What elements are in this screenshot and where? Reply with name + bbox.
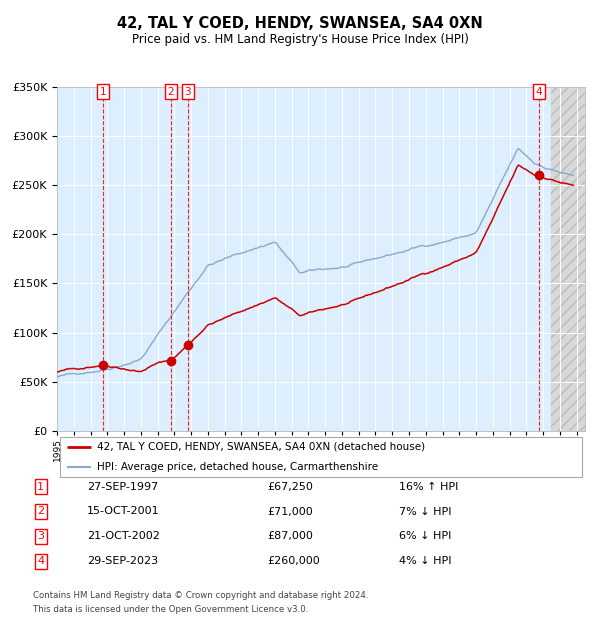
Text: 3: 3: [184, 87, 191, 97]
Text: HPI: Average price, detached house, Carmarthenshire: HPI: Average price, detached house, Carm…: [97, 463, 378, 472]
Text: £87,000: £87,000: [267, 531, 313, 541]
Text: Price paid vs. HM Land Registry's House Price Index (HPI): Price paid vs. HM Land Registry's House …: [131, 33, 469, 46]
Text: This data is licensed under the Open Government Licence v3.0.: This data is licensed under the Open Gov…: [33, 604, 308, 614]
Text: 16% ↑ HPI: 16% ↑ HPI: [399, 482, 458, 492]
Text: 1: 1: [37, 482, 44, 492]
Text: 4: 4: [535, 87, 542, 97]
Text: £71,000: £71,000: [267, 507, 313, 516]
Text: 4: 4: [37, 556, 44, 566]
Text: 4% ↓ HPI: 4% ↓ HPI: [399, 556, 452, 566]
Text: 7% ↓ HPI: 7% ↓ HPI: [399, 507, 452, 516]
Text: 2: 2: [37, 507, 44, 516]
Text: 6% ↓ HPI: 6% ↓ HPI: [399, 531, 451, 541]
Text: £67,250: £67,250: [267, 482, 313, 492]
Text: 2: 2: [167, 87, 174, 97]
Text: Contains HM Land Registry data © Crown copyright and database right 2024.: Contains HM Land Registry data © Crown c…: [33, 591, 368, 600]
FancyBboxPatch shape: [59, 437, 583, 477]
Text: 42, TAL Y COED, HENDY, SWANSEA, SA4 0XN: 42, TAL Y COED, HENDY, SWANSEA, SA4 0XN: [117, 16, 483, 31]
Bar: [551, 87, 585, 431]
Bar: [551, 87, 585, 431]
Text: 42, TAL Y COED, HENDY, SWANSEA, SA4 0XN (detached house): 42, TAL Y COED, HENDY, SWANSEA, SA4 0XN …: [97, 441, 425, 451]
Text: 3: 3: [37, 531, 44, 541]
Text: 29-SEP-2023: 29-SEP-2023: [87, 556, 158, 566]
Text: 15-OCT-2001: 15-OCT-2001: [87, 507, 160, 516]
Text: 27-SEP-1997: 27-SEP-1997: [87, 482, 158, 492]
Text: £260,000: £260,000: [267, 556, 320, 566]
Text: 21-OCT-2002: 21-OCT-2002: [87, 531, 160, 541]
Text: 1: 1: [100, 87, 106, 97]
